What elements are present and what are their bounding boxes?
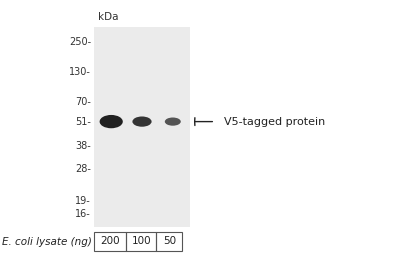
Text: 19-: 19- xyxy=(76,196,91,206)
Text: 51-: 51- xyxy=(75,116,91,127)
Bar xyxy=(94,27,190,227)
Text: 250-: 250- xyxy=(69,37,91,47)
Bar xyxy=(126,232,156,251)
Text: kDa: kDa xyxy=(98,12,118,22)
Text: 38-: 38- xyxy=(76,141,91,151)
Text: 100: 100 xyxy=(132,236,151,246)
Text: 16-: 16- xyxy=(76,209,91,219)
Text: 200: 200 xyxy=(100,236,120,246)
Text: V5-tagged protein: V5-tagged protein xyxy=(224,116,325,127)
Text: 70-: 70- xyxy=(75,97,91,108)
Text: 28-: 28- xyxy=(75,164,91,174)
Text: 130-: 130- xyxy=(69,67,91,77)
Ellipse shape xyxy=(165,118,181,126)
Bar xyxy=(156,232,182,251)
Text: 50: 50 xyxy=(163,236,176,246)
Ellipse shape xyxy=(100,115,123,128)
Bar xyxy=(94,232,126,251)
Ellipse shape xyxy=(132,116,152,127)
Text: E. coli lysate (ng): E. coli lysate (ng) xyxy=(2,237,92,247)
